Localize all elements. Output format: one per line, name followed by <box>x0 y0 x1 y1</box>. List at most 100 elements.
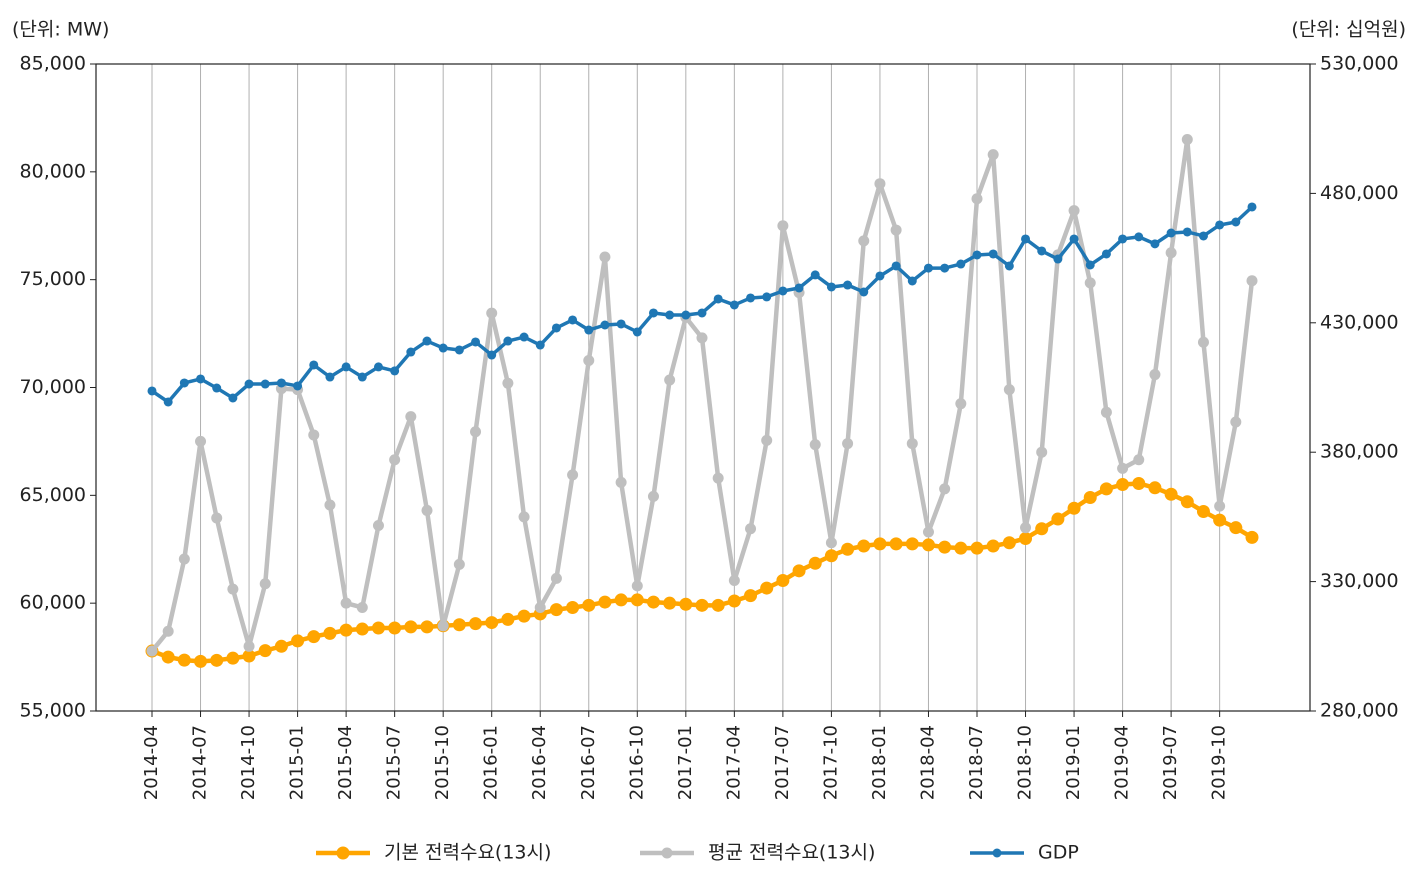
point <box>259 578 271 590</box>
x-tick-label: 2019-01 <box>1063 725 1084 800</box>
point <box>211 512 223 524</box>
point <box>794 283 804 293</box>
point <box>906 438 918 450</box>
point <box>390 366 400 376</box>
point <box>631 580 643 592</box>
point <box>341 362 351 372</box>
point <box>226 651 240 665</box>
point <box>1134 232 1144 242</box>
x-tick-label: 2016-10 <box>626 725 647 800</box>
point <box>905 537 919 551</box>
point <box>746 293 756 303</box>
x-tick-label: 2018-04 <box>917 725 938 800</box>
point <box>632 327 642 337</box>
point <box>1182 227 1192 237</box>
point <box>697 308 707 318</box>
y2-tick-label: 480,000 <box>1320 182 1399 204</box>
legend-label: GDP <box>1038 842 1079 864</box>
point <box>178 553 190 565</box>
y2-axis-label: (단위: 십억원) <box>1291 19 1406 41</box>
point <box>519 332 529 342</box>
series-line <box>151 205 1254 404</box>
point <box>242 649 256 663</box>
y2-tick-label: 530,000 <box>1320 53 1399 75</box>
point <box>824 549 838 563</box>
point <box>1196 505 1210 519</box>
point <box>598 595 612 609</box>
point <box>422 336 432 346</box>
point <box>195 435 207 447</box>
point <box>857 539 871 553</box>
point <box>485 616 499 630</box>
point <box>1067 501 1081 515</box>
point <box>825 537 837 549</box>
point <box>696 332 708 344</box>
point <box>890 224 902 236</box>
point <box>1245 530 1259 544</box>
point <box>972 250 982 260</box>
x-tick-label: 2019-10 <box>1209 725 1230 800</box>
point <box>309 360 319 370</box>
legend-label: 기본 전력수요(13시) <box>384 842 551 864</box>
x-tick-label: 2016-01 <box>481 725 502 800</box>
point <box>196 374 206 384</box>
point <box>1069 234 1079 244</box>
point <box>713 294 723 304</box>
point <box>1132 476 1146 490</box>
point <box>810 270 820 280</box>
point <box>873 537 887 551</box>
point <box>437 620 449 632</box>
point <box>1118 234 1128 244</box>
point <box>1197 336 1209 348</box>
point <box>503 336 513 346</box>
point <box>146 645 158 657</box>
point <box>1215 220 1225 230</box>
point <box>711 598 725 612</box>
point <box>567 469 579 481</box>
x-tick-label: 2017-07 <box>772 725 793 800</box>
point <box>469 617 483 631</box>
point <box>1166 228 1176 238</box>
point <box>177 653 191 667</box>
point <box>438 343 448 353</box>
point <box>1019 531 1033 545</box>
point <box>404 620 418 634</box>
point <box>308 429 320 441</box>
point <box>875 271 885 281</box>
point <box>1214 500 1226 512</box>
point <box>501 612 515 626</box>
point <box>388 621 402 635</box>
point <box>1116 478 1130 492</box>
x-tick-label: 2019-07 <box>1160 725 1181 800</box>
point <box>373 362 383 372</box>
point <box>372 520 384 532</box>
x-tick-label: 2015-01 <box>287 725 308 800</box>
point <box>777 220 789 232</box>
point <box>939 483 951 495</box>
point <box>356 601 368 613</box>
point <box>212 383 222 393</box>
point <box>1084 277 1096 289</box>
point <box>712 472 724 484</box>
point <box>583 355 595 367</box>
point <box>954 541 968 555</box>
point <box>502 377 514 389</box>
point <box>453 558 465 570</box>
point <box>1148 481 1162 495</box>
point <box>1036 446 1048 458</box>
point <box>826 282 836 292</box>
point <box>988 249 998 259</box>
point <box>921 538 935 552</box>
x-tick-label: 2018-10 <box>1015 725 1036 800</box>
point <box>357 372 367 382</box>
point <box>1021 234 1031 244</box>
legend-label: 평균 전력수요(13시) <box>708 842 875 864</box>
point <box>1164 487 1178 501</box>
point <box>162 625 174 637</box>
x-tick-label: 2015-07 <box>384 725 405 800</box>
point <box>874 178 886 190</box>
point <box>665 310 675 320</box>
point <box>599 251 611 263</box>
point <box>745 523 757 535</box>
